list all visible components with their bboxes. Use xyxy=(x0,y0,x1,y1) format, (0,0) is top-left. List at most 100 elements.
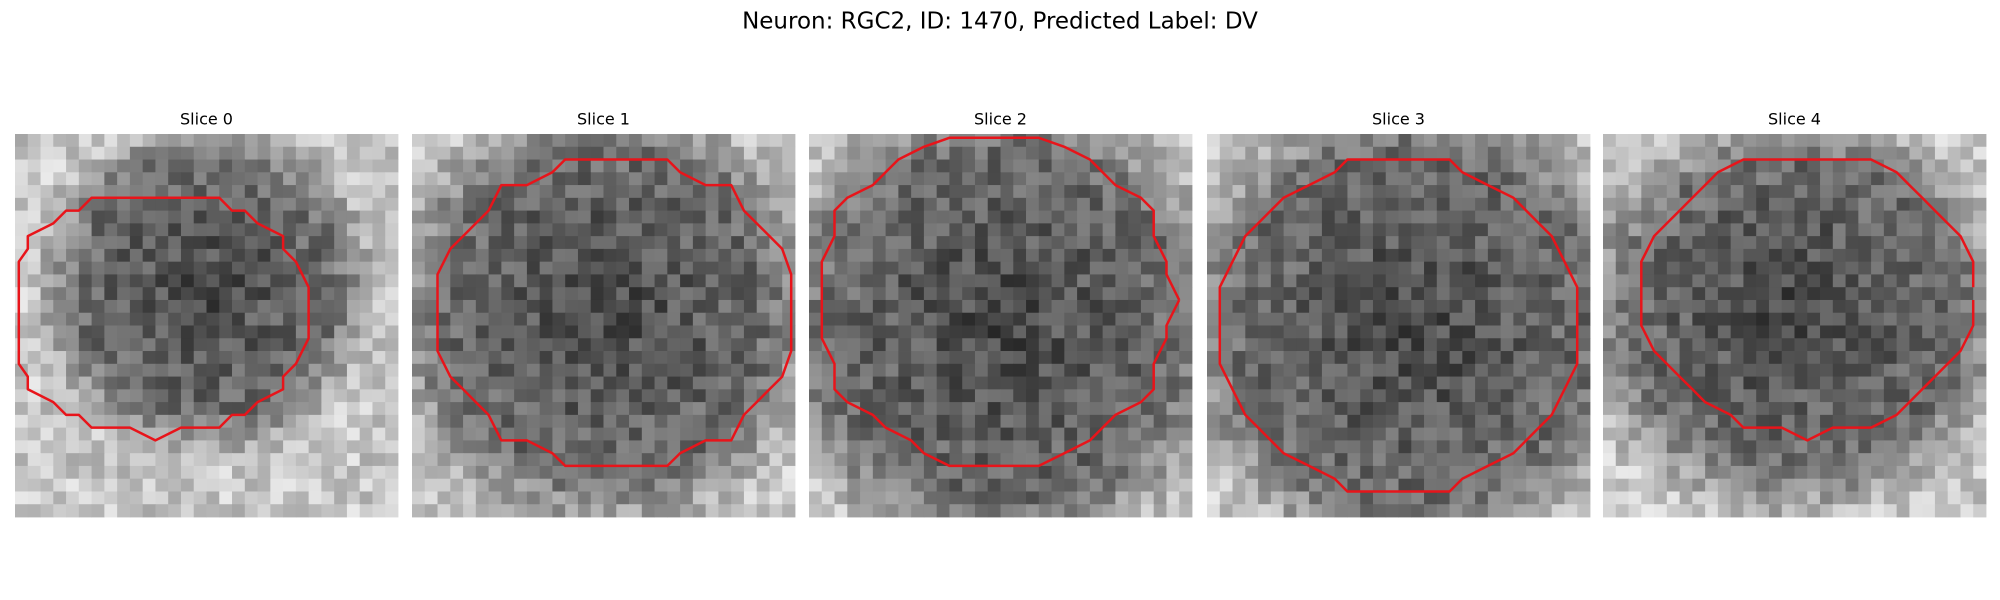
pixel xyxy=(1385,197,1399,211)
pixel xyxy=(911,197,925,211)
pixel xyxy=(1768,261,1783,275)
pixel xyxy=(1973,504,1987,518)
pixel xyxy=(1730,465,1744,480)
pixel xyxy=(1628,172,1642,186)
pixel xyxy=(1896,376,1910,390)
pixel xyxy=(27,197,41,211)
pixel xyxy=(1026,465,1040,480)
pixel xyxy=(821,185,835,199)
pixel xyxy=(244,261,258,275)
pixel xyxy=(743,172,758,186)
pixel xyxy=(1000,440,1014,454)
pixel xyxy=(962,363,976,377)
pixel xyxy=(232,236,246,250)
pixel xyxy=(232,427,246,441)
pixel xyxy=(526,299,541,314)
pixel xyxy=(1947,287,1961,301)
pixel xyxy=(898,453,912,467)
pixel xyxy=(641,351,655,365)
pixel xyxy=(1026,453,1040,467)
pixel xyxy=(257,453,271,467)
pixel xyxy=(1115,287,1129,301)
pixel xyxy=(1321,172,1336,186)
pixel xyxy=(1436,134,1450,148)
pixel xyxy=(1102,363,1116,377)
pixel xyxy=(654,363,668,377)
pixel xyxy=(193,312,207,326)
pixel xyxy=(117,338,131,352)
pixel xyxy=(1730,478,1744,492)
pixel xyxy=(1641,172,1655,186)
pixel xyxy=(565,427,579,441)
pixel xyxy=(756,274,770,288)
pixel xyxy=(1947,197,1961,211)
pixel xyxy=(1768,274,1783,288)
pixel xyxy=(1883,312,1898,326)
pixel xyxy=(308,172,322,186)
pixel xyxy=(565,146,579,160)
pixel xyxy=(1820,299,1834,314)
pixel xyxy=(590,478,604,492)
pixel xyxy=(1756,504,1770,518)
pixel xyxy=(1756,134,1770,148)
pixel xyxy=(654,453,668,467)
pixel xyxy=(1372,465,1387,480)
pixel xyxy=(1140,299,1155,314)
pixel xyxy=(1743,440,1757,454)
pixel xyxy=(91,197,105,211)
pixel xyxy=(1692,287,1706,301)
pixel xyxy=(756,427,770,441)
pixel xyxy=(743,159,758,173)
pixel xyxy=(295,504,310,518)
pixel xyxy=(1500,440,1514,454)
pixel xyxy=(412,440,426,454)
pixel xyxy=(590,491,604,505)
pixel xyxy=(1500,210,1514,224)
pixel xyxy=(603,351,617,365)
pixel xyxy=(1909,402,1923,416)
pixel xyxy=(1219,465,1233,480)
pixel xyxy=(705,172,719,186)
pixel xyxy=(283,389,297,403)
pixel xyxy=(860,440,874,454)
pixel xyxy=(321,465,335,480)
pixel xyxy=(475,363,489,377)
pixel xyxy=(1922,287,1936,301)
pixel xyxy=(974,274,989,288)
pixel xyxy=(987,389,1001,403)
pixel xyxy=(1654,504,1668,518)
pixel xyxy=(1883,299,1898,314)
pixel xyxy=(898,338,912,352)
pixel xyxy=(526,223,541,237)
pixel xyxy=(1372,478,1387,492)
pixel xyxy=(1538,299,1553,314)
pixel xyxy=(1245,185,1259,199)
pixel xyxy=(1794,287,1808,301)
pixel xyxy=(155,223,169,237)
pixel xyxy=(705,236,719,250)
pixel xyxy=(911,185,925,199)
pixel xyxy=(53,287,67,301)
pixel xyxy=(1153,402,1167,416)
pixel xyxy=(1140,223,1155,237)
pixel xyxy=(1666,172,1680,186)
pixel xyxy=(1179,389,1193,403)
pixel xyxy=(641,159,655,173)
pixel xyxy=(1756,312,1770,326)
pixel xyxy=(987,197,1001,211)
pixel xyxy=(809,465,823,480)
pixel xyxy=(359,389,373,403)
pixel xyxy=(321,427,335,441)
pixel xyxy=(1564,248,1578,263)
pixel xyxy=(1692,351,1706,365)
pixel xyxy=(372,299,386,314)
pixel xyxy=(1207,299,1221,314)
pixel xyxy=(385,389,399,403)
pixel xyxy=(1603,172,1617,186)
pixel xyxy=(834,299,848,314)
pixel xyxy=(412,338,426,352)
pixel xyxy=(1960,312,1974,326)
pixel xyxy=(705,504,719,518)
pixel xyxy=(1166,146,1180,160)
pixel xyxy=(629,261,643,275)
